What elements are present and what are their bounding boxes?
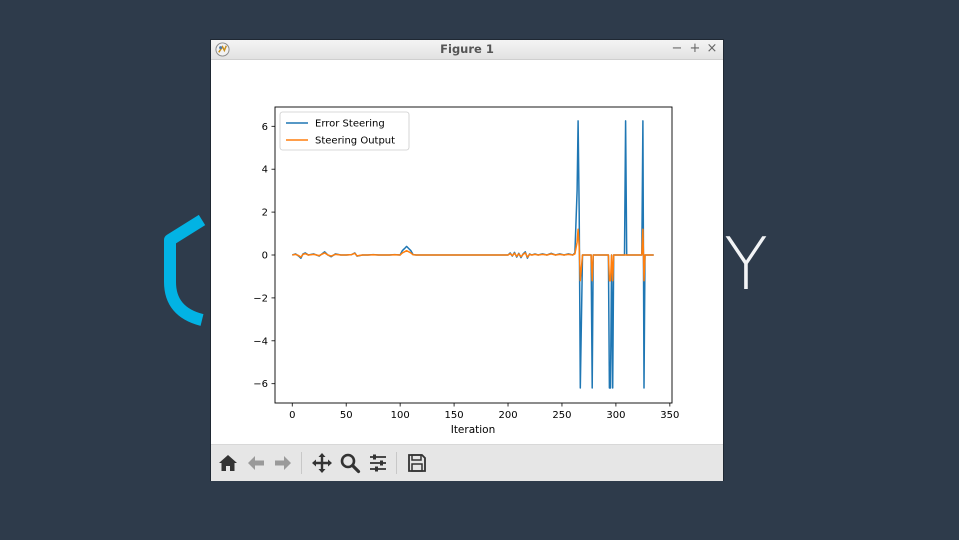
- y-tick-label: −6: [253, 379, 268, 390]
- maximize-icon[interactable]: +: [689, 41, 701, 56]
- figure-window: Figure 1 − + × 6 4 2 0 −2 −4 −6 0 50 100 150 200 25…: [211, 40, 723, 481]
- y-tick-label: 2: [262, 208, 268, 219]
- x-tick-label: 250: [552, 410, 571, 421]
- y-tick-label: 4: [262, 165, 268, 176]
- home-icon[interactable]: [216, 451, 240, 475]
- app-icon: [215, 42, 230, 57]
- series-layer: [292, 120, 654, 389]
- brand-shield-logo: [164, 214, 206, 326]
- forward-icon[interactable]: [271, 451, 295, 475]
- back-icon[interactable]: [244, 451, 268, 475]
- toolbar-divider: [396, 452, 397, 474]
- line-chart: 6 4 2 0 −2 −4 −6 0 50 100 150 200 250 300 350 Iterati…: [253, 106, 679, 436]
- close-icon[interactable]: ×: [706, 41, 718, 56]
- zoom-icon[interactable]: [338, 451, 362, 475]
- minimize-icon[interactable]: −: [671, 41, 683, 56]
- series-line-steering-output: [292, 228, 654, 282]
- x-axis-label: Iteration: [451, 424, 496, 436]
- y-tick-label: 6: [262, 122, 268, 133]
- x-tick-label: 150: [445, 410, 464, 421]
- plot-area: 6 4 2 0 −2 −4 −6 0 50 100 150 200 250 300 350 Iterati…: [211, 60, 723, 464]
- x-axis: 0 50 100 150 200 250 300 350: [289, 403, 679, 421]
- legend-label: Steering Output: [315, 136, 395, 147]
- x-tick-label: 50: [340, 410, 353, 421]
- toolbar-divider: [301, 452, 302, 474]
- legend-box: [279, 111, 410, 151]
- configure-subplots-icon[interactable]: [366, 451, 390, 475]
- x-tick-label: 0: [289, 410, 295, 421]
- y-tick-label: −2: [253, 293, 268, 304]
- brand-wordmark-letter: Y: [724, 222, 768, 306]
- legend: Error Steering Steering Output: [279, 111, 410, 151]
- pan-icon[interactable]: [310, 451, 334, 475]
- legend-label: Error Steering: [315, 119, 385, 130]
- save-icon[interactable]: [405, 451, 429, 475]
- x-tick-label: 200: [498, 410, 517, 421]
- x-tick-label: 100: [391, 410, 410, 421]
- window-title: Figure 1: [440, 42, 494, 56]
- y-tick-label: 0: [262, 251, 268, 262]
- x-tick-label: 350: [660, 410, 679, 421]
- navigation-toolbar: [211, 444, 723, 481]
- title-bar[interactable]: Figure 1 − + ×: [211, 40, 723, 60]
- x-tick-label: 300: [606, 410, 625, 421]
- y-tick-label: −4: [253, 336, 268, 347]
- y-axis: 6 4 2 0 −2 −4 −6: [253, 122, 275, 390]
